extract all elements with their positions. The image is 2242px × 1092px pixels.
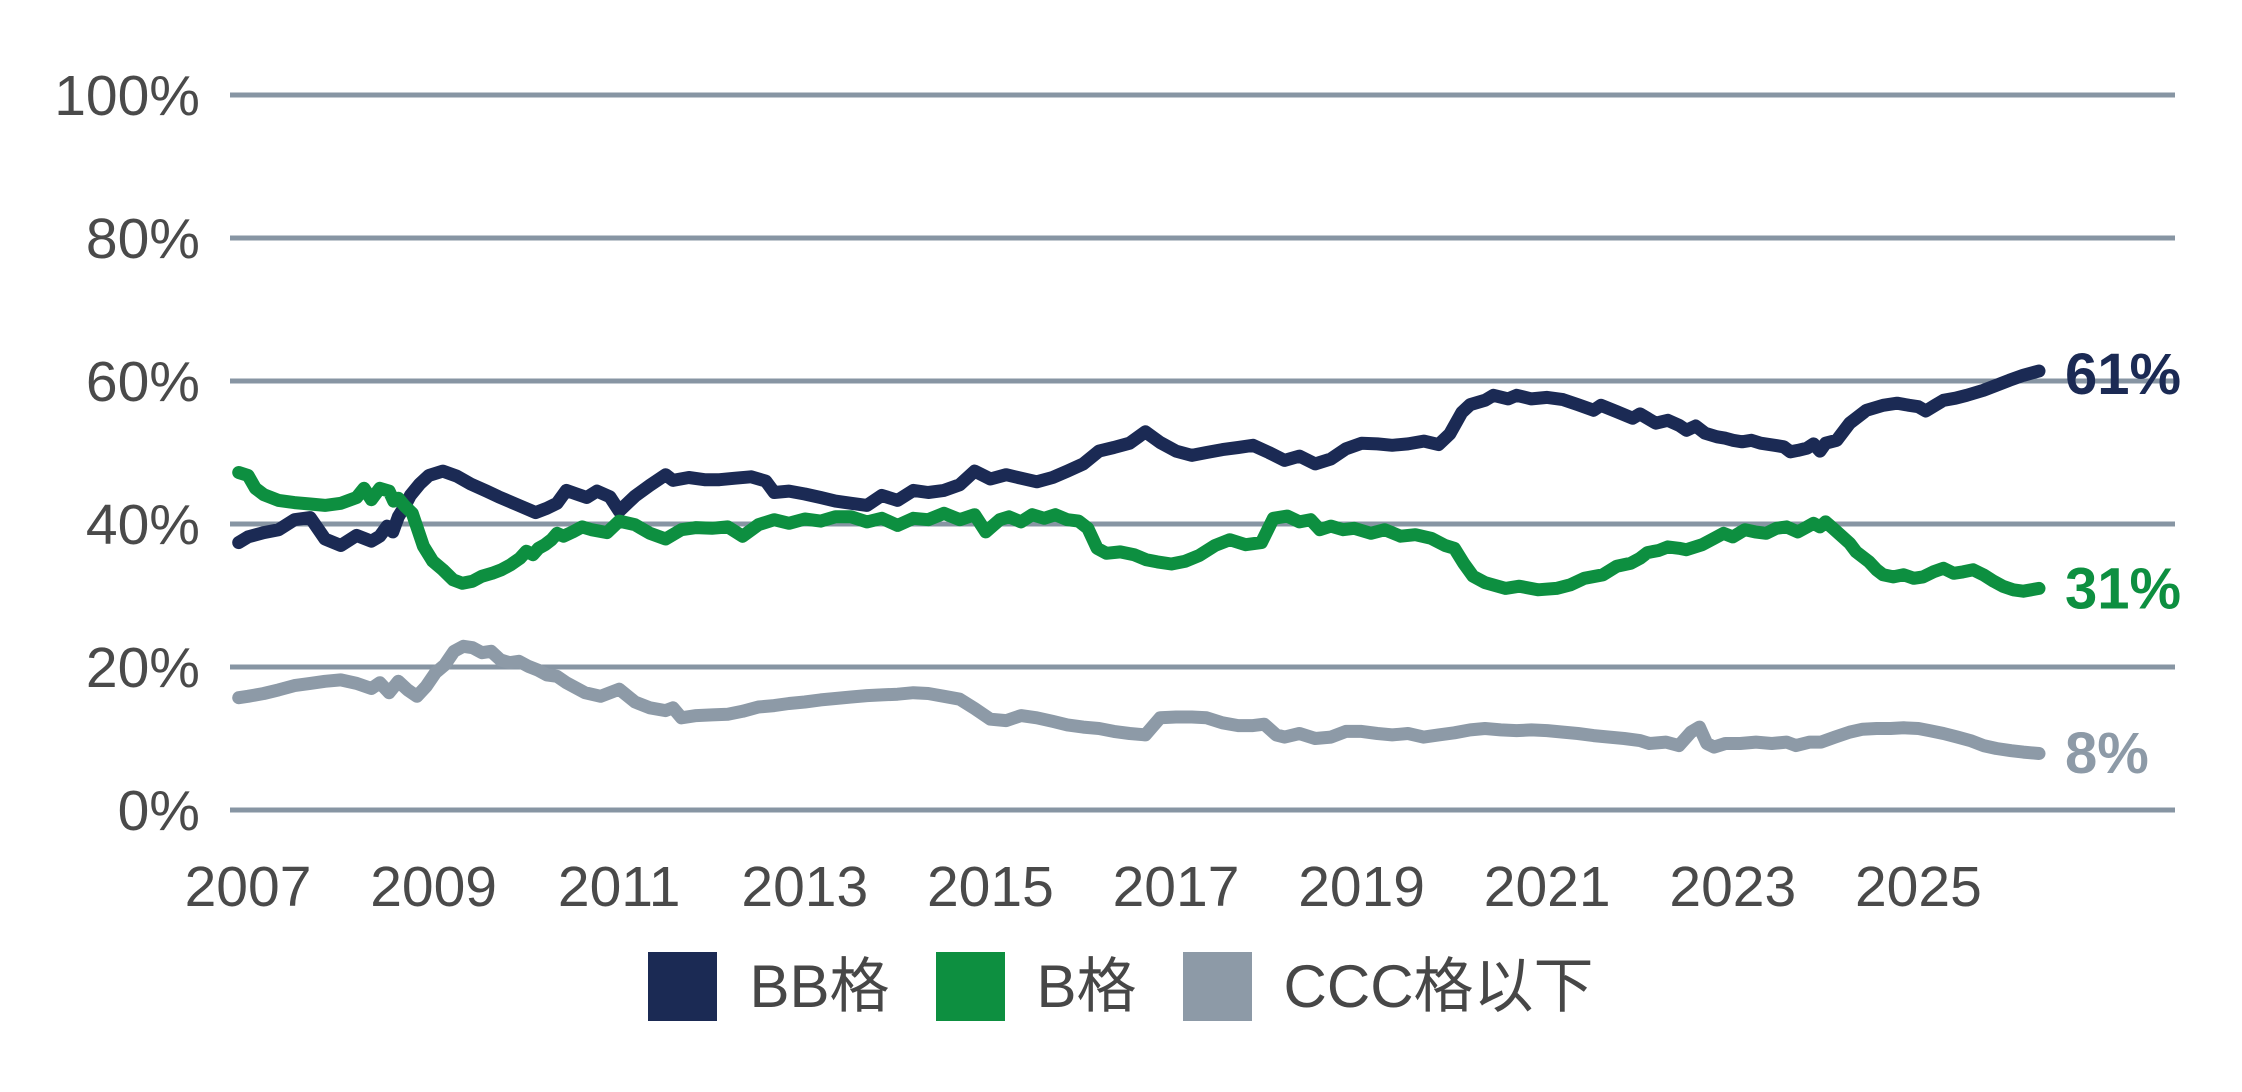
legend-label-bb: BB格 — [749, 953, 890, 1020]
series-line-1 — [232, 466, 2046, 598]
y-tick-label: 100% — [54, 64, 200, 128]
legend: BB格 B格 CCC格以下 — [0, 952, 2242, 1021]
ccc-swatch-icon — [1182, 952, 1252, 1021]
x-tick-label: 2017 — [1113, 855, 1240, 919]
bb-swatch-icon — [648, 952, 718, 1021]
end-label-1: 31% — [2065, 556, 2181, 621]
x-tick-label: 2009 — [370, 855, 497, 919]
x-tick-label: 2007 — [185, 855, 312, 919]
end-label-0: 61% — [2065, 342, 2181, 407]
y-tick-label: 60% — [86, 350, 200, 414]
series-line-2 — [232, 639, 2046, 760]
y-tick-label: 20% — [86, 636, 200, 700]
x-tick-label: 2025 — [1855, 855, 1982, 919]
legend-item-b: B格 — [935, 952, 1137, 1021]
end-label-2: 8% — [2065, 721, 2149, 786]
b-swatch-icon — [935, 952, 1005, 1021]
legend-item-bb: BB格 — [648, 952, 890, 1021]
legend-label-ccc: CCC格以下 — [1283, 953, 1594, 1020]
legend-label-b: B格 — [1036, 953, 1137, 1020]
x-tick-label: 2021 — [1484, 855, 1611, 919]
x-tick-label: 2015 — [927, 855, 1054, 919]
legend-item-ccc: CCC格以下 — [1182, 952, 1594, 1021]
x-tick-label: 2011 — [558, 855, 681, 919]
x-tick-label: 2023 — [1669, 855, 1796, 919]
y-tick-label: 0% — [118, 779, 200, 843]
x-tick-label: 2013 — [741, 855, 868, 919]
y-tick-label: 80% — [86, 207, 200, 271]
series-line-0 — [232, 364, 2046, 552]
y-tick-label: 40% — [86, 493, 200, 557]
x-tick-label: 2019 — [1298, 855, 1425, 919]
